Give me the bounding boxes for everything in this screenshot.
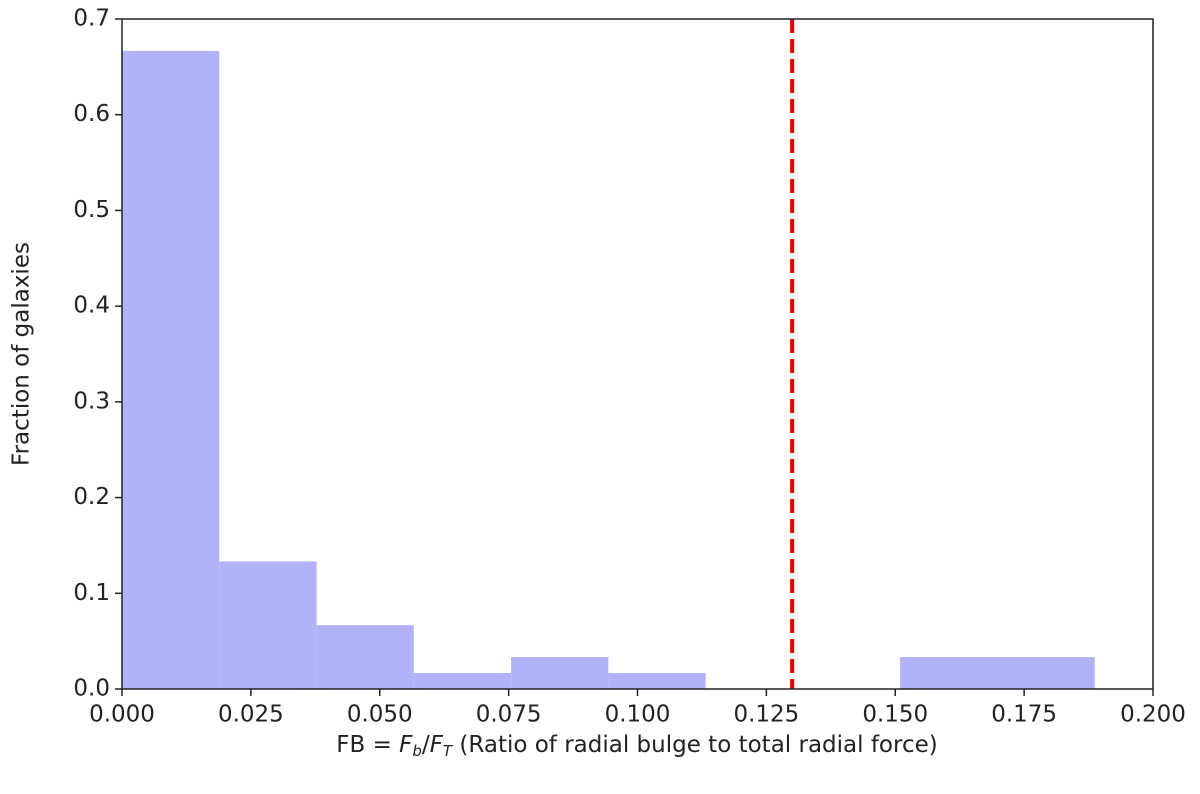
x-label-part: b [412,742,422,760]
bar [900,657,998,689]
y-tick-label: 0.0 [73,676,110,702]
bar [511,657,609,689]
bar [997,657,1095,689]
x-tick-label: 0.000 [89,702,155,728]
x-tick-label: 0.075 [476,702,542,728]
bar [122,50,220,689]
x-tick-label: 0.025 [218,702,284,728]
bar [316,625,414,689]
y-axis-label: Fraction of galaxies [9,242,35,466]
x-label-part: F [430,732,444,758]
bar [219,561,317,689]
y-tick-label: 0.6 [73,101,110,127]
y-tick-label: 0.7 [73,6,110,32]
x-tick-label: 0.150 [862,702,928,728]
x-tick-label: 0.050 [347,702,413,728]
bar [413,673,512,689]
x-tick-label: 0.200 [1120,702,1186,728]
x-tick-label: 0.100 [605,702,671,728]
x-label-part: F [399,732,413,758]
y-tick-label: 0.5 [73,197,110,223]
x-label-part: / [422,732,430,758]
y-tick-label: 0.3 [73,388,110,414]
y-tick-label: 0.4 [73,293,110,319]
x-tick-label: 0.125 [733,702,799,728]
y-tick-label: 0.1 [73,580,110,606]
x-label-part: (Ratio of radial bulge to total radial f… [452,732,938,758]
x-tick-label: 0.175 [991,702,1057,728]
bar [608,673,706,689]
x-axis-label: FB = Fb/FT (Ratio of radial bulge to tot… [336,732,937,760]
x-label-part: T [443,742,454,760]
x-label-part: FB = [336,732,399,758]
y-tick-label: 0.2 [73,484,110,510]
